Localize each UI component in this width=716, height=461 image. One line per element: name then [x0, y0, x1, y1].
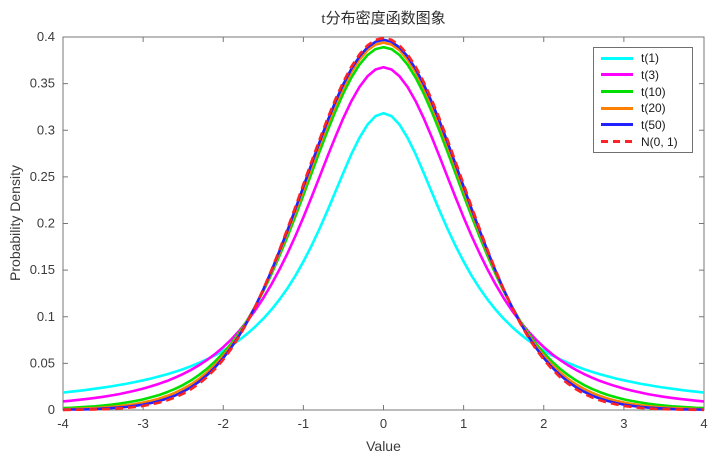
y-tick-label: 0.35 — [30, 76, 55, 91]
y-axis-label: Probability Density — [7, 165, 23, 281]
x-tick-label: -3 — [137, 416, 149, 431]
legend-label: t(1) — [641, 51, 659, 66]
legend-entry: t(1) — [600, 51, 692, 66]
series-line-t(50) — [62, 38, 705, 411]
x-tick-label: 4 — [700, 416, 707, 431]
legend-entry: t(3) — [600, 67, 692, 82]
series-line-t(10) — [62, 45, 705, 410]
legend-label: N(0, 1) — [641, 134, 678, 149]
x-tick-label: -4 — [57, 416, 69, 431]
legend-line-sample — [601, 56, 633, 60]
y-tick-label: 0.25 — [30, 169, 55, 184]
chart-title: t分布密度函数图象 — [321, 11, 446, 27]
y-tick-label: 0.1 — [37, 309, 55, 324]
x-tick-label: 2 — [540, 416, 547, 431]
series-line-t(20) — [62, 41, 705, 411]
legend-entry: t(10) — [600, 84, 692, 99]
x-tick-label: 0 — [380, 416, 387, 431]
legend-entry: t(20) — [600, 101, 692, 116]
x-tick-label: 1 — [460, 416, 467, 431]
legend-line-sample — [601, 90, 633, 94]
legend-label: t(10) — [641, 84, 666, 99]
legend-entry: N(0, 1) — [600, 134, 692, 149]
y-tick-label: 0.05 — [30, 355, 55, 370]
legend-entry: t(50) — [600, 117, 692, 132]
legend-label: t(20) — [641, 101, 666, 116]
x-tick-label: -2 — [217, 416, 229, 431]
x-tick-label: 3 — [620, 416, 627, 431]
x-axis-label: Value — [366, 438, 401, 454]
series-line-N(0, 1) — [62, 36, 705, 412]
x-tick-label: -1 — [298, 416, 310, 431]
y-tick-label: 0.2 — [37, 216, 55, 231]
y-tick-label: 0.4 — [37, 29, 55, 44]
y-tick-label: 0.3 — [37, 122, 55, 137]
legend: t(1) t(3) t(10) t(20) t(50) N(0, 1) — [593, 47, 693, 153]
legend-line-sample — [601, 73, 633, 77]
legend-line-sample — [601, 140, 633, 144]
legend-label: t(50) — [641, 117, 666, 132]
y-tick-label: 0 — [48, 402, 55, 417]
series-line-t(1) — [62, 111, 705, 394]
y-tick-label: 0.15 — [30, 262, 55, 277]
series-line-t(3) — [62, 65, 705, 403]
legend-label: t(3) — [641, 67, 659, 82]
legend-line-sample — [601, 123, 633, 127]
legend-line-sample — [601, 106, 633, 110]
